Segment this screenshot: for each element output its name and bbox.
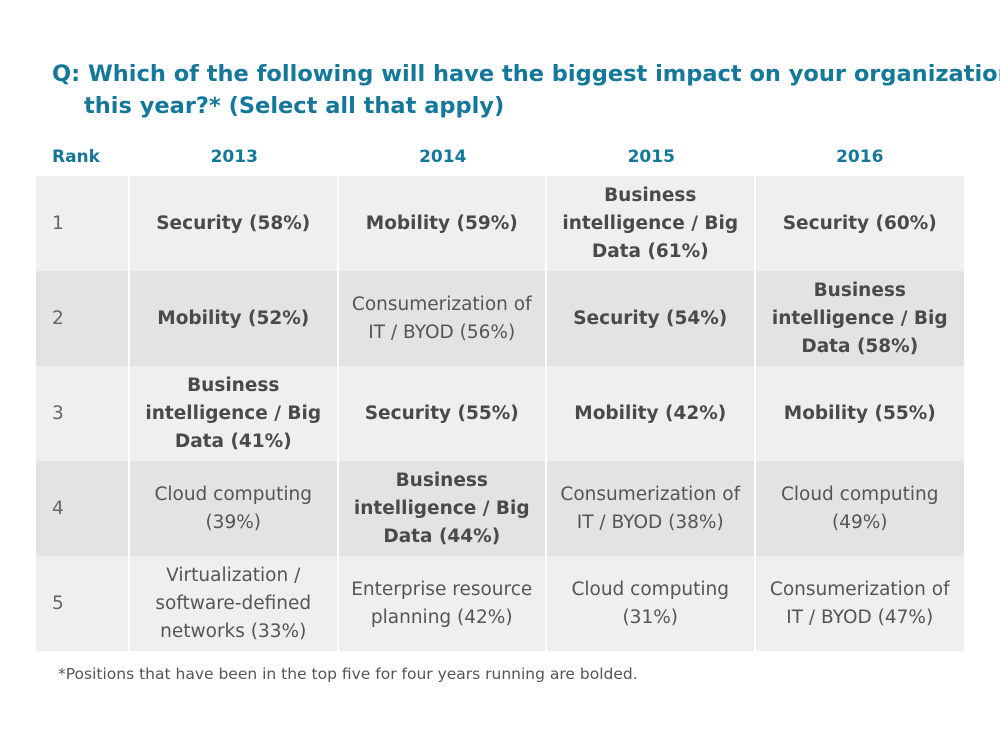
table-cell: Cloud computing (39%) xyxy=(130,461,339,556)
table-cell: Virtualization / software-defined networ… xyxy=(130,556,339,651)
rank-cell: 5 xyxy=(36,556,130,651)
table-cell: Mobility (52%) xyxy=(130,271,339,366)
ranking-table: 1 Security (58%) Mobility (59%) Business in… xyxy=(36,176,964,651)
header-2015: 2015 xyxy=(627,147,675,167)
chart-title: Q: Which of the following will have the … xyxy=(52,61,1000,119)
header-2014: 2014 xyxy=(419,147,467,167)
table-cell: Security (55%) xyxy=(339,366,547,461)
table-cell: Consumerization of IT / BYOD (47%) xyxy=(769,578,950,628)
rank-cell: 2 xyxy=(36,271,130,366)
table-cell: Security (54%) xyxy=(547,271,756,366)
table-cell: Mobility (59%) xyxy=(339,176,547,271)
table-cell: Cloud computing (31%) xyxy=(547,556,756,651)
header-2013: 2013 xyxy=(210,147,258,167)
table-cell: Business intelligence / Big Data (58%) xyxy=(771,279,948,357)
footnote: *Positions that have been in the top fiv… xyxy=(58,665,638,683)
rank-cell: 1 xyxy=(36,176,130,271)
rank-cell: 3 xyxy=(36,366,130,461)
table-cell: Consumerization of IT / BYOD (38%) xyxy=(547,461,756,556)
table-cell: Business intelligence / Big Data (41%) xyxy=(130,366,339,461)
table-cell: Security (58%) xyxy=(130,176,339,271)
header-rank: Rank xyxy=(52,147,100,167)
table-row: 5 Virtualization / software-defined netwo… xyxy=(36,556,964,651)
table-cell: Business intelligence / Big Data (61%) xyxy=(547,176,756,271)
table-cell: Mobility (55%) xyxy=(783,402,936,424)
table-row: 1 Security (58%) Mobility (59%) Business in… xyxy=(36,176,964,271)
table-cell: Cloud computing (49%) xyxy=(780,483,939,533)
header-2016: 2016 xyxy=(836,147,884,167)
table-row: 3 Business intelligence / Big Data (41%) S… xyxy=(36,366,964,461)
table-cell: Security (60%) xyxy=(782,212,937,234)
table-cell: Consumerization of IT / BYOD (56%) xyxy=(339,271,547,366)
table-cell: Business intelligence / Big Data (44%) xyxy=(339,461,547,556)
table-cell: Enterprise resource planning (42%) xyxy=(339,556,547,651)
table-header: Rank 2013 2014 2015 2016 xyxy=(36,142,964,172)
rank-cell: 4 xyxy=(36,461,130,556)
table-row: 4 Cloud computing (39%) Business intellige… xyxy=(36,461,964,556)
table-cell: Mobility (42%) xyxy=(547,366,756,461)
table-row: 2 Mobility (52%) Consumerization of IT / B… xyxy=(36,271,964,366)
